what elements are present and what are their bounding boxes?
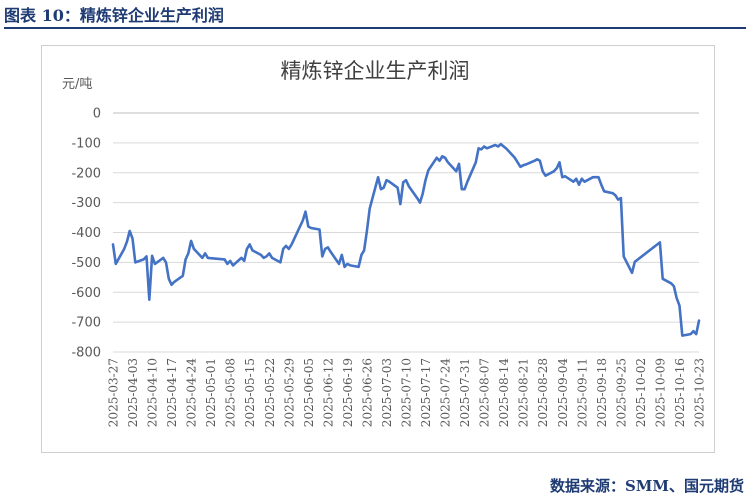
x-tick-label: 2025-07-10 (400, 358, 414, 427)
x-tick-label: 2025-07-17 (419, 358, 433, 427)
x-tick-label: 2025-08-14 (497, 358, 511, 428)
y-tick-labels: 0 -100 -200 -300 -400 -500 -600 -700 -800 (71, 107, 101, 361)
x-tick-label: 2025-10-16 (673, 358, 687, 427)
y-tick-label: -400 (71, 226, 101, 241)
x-tick-label: 2025-06-19 (341, 358, 355, 427)
x-tick-label: 2025-09-18 (595, 358, 609, 427)
y-tick-label: -100 (71, 136, 101, 151)
y-axis-label: 元/吨 (62, 77, 92, 92)
header-rule (4, 27, 746, 29)
series-group (111, 142, 701, 337)
x-tick-label: 2025-04-03 (126, 358, 140, 427)
y-tick-label: -200 (71, 166, 101, 181)
chart-frame: 精炼锌企业生产利润 元/吨 0 -100 -200 -300 -400 -500 -600 -… (41, 45, 715, 453)
x-tick-label: 2025-09-25 (614, 358, 628, 427)
x-tick-label: 2025-05-01 (204, 358, 218, 427)
gridlines (113, 112, 699, 353)
chart-title: 精炼锌企业生产利润 (281, 59, 470, 83)
x-tick-label: 2025-03-27 (107, 358, 121, 427)
x-tick-label: 2025-10-23 (693, 358, 707, 427)
x-tick-label: 2025-05-15 (243, 358, 257, 427)
x-tick-label: 2025-08-07 (478, 358, 492, 427)
y-tick-label: -300 (71, 196, 101, 211)
series-line (111, 142, 701, 337)
x-tick-label: 2025-07-24 (439, 358, 453, 428)
x-tick-label: 2025-09-04 (556, 358, 570, 428)
x-tick-label: 2025-05-29 (282, 358, 296, 427)
x-tick-label: 2025-10-09 (653, 358, 667, 427)
figure-title: 图表 10：精炼锌企业生产利润 (4, 6, 224, 25)
y-tick-label: 0 (93, 107, 101, 122)
y-tick-label: -800 (71, 346, 101, 361)
x-tick-label: 2025-05-08 (224, 358, 238, 427)
x-tick-label: 2025-10-02 (634, 358, 648, 427)
x-tick-label: 2025-09-11 (575, 358, 589, 427)
x-tick-label: 2025-07-03 (380, 358, 394, 427)
x-tick-label: 2025-08-28 (536, 358, 550, 427)
x-tick-label: 2025-04-24 (185, 358, 199, 428)
x-tick-label: 2025-06-05 (302, 358, 316, 427)
y-tick-label: -500 (71, 256, 101, 271)
x-tick-label: 2025-08-21 (517, 358, 531, 427)
x-tick-label: 2025-04-17 (165, 358, 179, 427)
x-tick-labels: 2025-03-27 2025-04-03 2025-04-10 2025-04-17… (107, 358, 707, 428)
y-tick-label: -700 (71, 316, 101, 331)
x-tick-label: 2025-07-31 (458, 358, 472, 427)
x-tick-label: 2025-05-22 (263, 358, 277, 427)
y-tick-label: -600 (71, 286, 101, 301)
zinc-profit-line-chart: 精炼锌企业生产利润 元/吨 0 -100 -200 -300 -400 -500 -600 -… (62, 59, 707, 428)
x-tick-label: 2025-04-10 (146, 358, 160, 427)
source-note: 数据来源：SMM、国元期货 (549, 477, 744, 495)
x-tick-label: 2025-06-12 (321, 358, 335, 427)
x-tick-label: 2025-06-26 (360, 358, 374, 427)
